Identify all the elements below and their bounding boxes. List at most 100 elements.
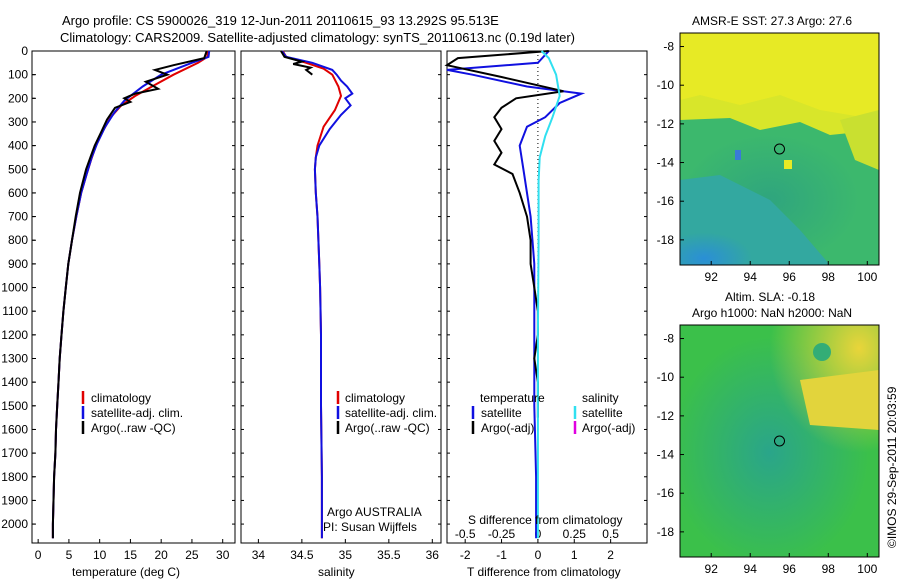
depth-tick-label: 1300 — [1, 352, 28, 366]
lat-tick-label: -14 — [657, 156, 675, 170]
difference-legend: temperature satellite Argo(-adj) salinit… — [471, 391, 635, 435]
x-tick-label: 25 — [185, 548, 199, 562]
x-tick-label: 10 — [93, 548, 107, 562]
lat-tick-label: -8 — [663, 40, 674, 54]
sst-map-yellow-speck — [784, 160, 792, 169]
salinity-legend: climatology satellite-adj. clim. Argo(..… — [336, 391, 437, 435]
series-satellite-adj-clim- — [51, 50, 211, 539]
legend-label-satellite: satellite-adj. clim. — [345, 406, 437, 420]
depth-tick-label: 100 — [8, 68, 28, 82]
s-tick-label: -0.25 — [488, 527, 516, 541]
series-climatology — [281, 50, 343, 539]
x-tick-label: 5 — [66, 548, 73, 562]
legend-label-argo: Argo(..raw -QC) — [345, 421, 430, 435]
lon-tick-label: 94 — [744, 270, 758, 284]
s-tick-label: 0.25 — [563, 527, 587, 541]
legend-label-sal-argo: Argo(-adj) — [582, 421, 635, 435]
x-tick-label: 35 — [339, 548, 353, 562]
sst-map-blue-corner — [680, 200, 800, 265]
sla-map-yellow-right — [800, 370, 879, 430]
depth-tick-label: 1700 — [1, 446, 28, 460]
x-tick-label: 20 — [155, 548, 169, 562]
lon-tick-label: 92 — [705, 270, 719, 284]
sst-map — [679, 32, 880, 266]
series-temperature-argo-adj- — [444, 50, 564, 418]
legend-label-temp-argo: Argo(-adj) — [481, 421, 534, 435]
depth-tick-label: 600 — [8, 186, 28, 200]
difference-axis: -2 -1 0 1 2-0.5 -0.25 0 0.25 0.5 — [447, 50, 647, 562]
depth-tick-label: 900 — [8, 257, 28, 271]
x-tick-label: 0 — [35, 548, 42, 562]
depth-axis: 0 100 200 300 400 500 600 700 800 900 1000 1100 1200… — [1, 44, 36, 531]
salinity-series-group — [280, 50, 354, 539]
lon-tick-label: 94 — [744, 562, 758, 576]
salinity-panel-frame — [240, 50, 442, 544]
figure-title-line1: Argo profile: CS 5900026_319 12-Jun-2011… — [62, 13, 499, 28]
sla-map-yellow-corner — [680, 325, 879, 557]
depth-tick-label: 1600 — [1, 422, 28, 436]
difference-s-title: S difference from climatology — [468, 513, 623, 527]
depth-tick-label: 1000 — [1, 281, 28, 295]
sla-map — [679, 324, 880, 558]
x-tick-label: 30 — [216, 548, 230, 562]
depth-tick-label: 1800 — [1, 470, 28, 484]
lon-tick-label: 100 — [857, 562, 877, 576]
sla-map-blob — [813, 343, 831, 361]
temperature-x-label: temperature (deg C) — [72, 565, 180, 579]
x-tick-label: 2 — [607, 548, 614, 562]
difference-series-group — [444, 50, 586, 539]
legend-label-argo: Argo(..raw -QC) — [91, 421, 176, 435]
sla-map-title-line1: Altim. SLA: -0.18 — [725, 290, 815, 304]
series-argo-raw-qc- — [280, 50, 314, 76]
lon-tick-label: 100 — [857, 270, 877, 284]
depth-tick-label: 1900 — [1, 493, 28, 507]
series-temperature-satellite — [446, 50, 586, 539]
sst-map-warm-patch — [680, 33, 879, 120]
sst-argo-marker — [774, 143, 785, 155]
x-tick-label: 15 — [124, 548, 138, 562]
x-tick-label: 0 — [535, 548, 542, 562]
x-tick-label: -1 — [496, 548, 507, 562]
lon-tick-label: 98 — [822, 270, 836, 284]
depth-tick-label: 400 — [8, 139, 28, 153]
temperature-legend: climatology satellite-adj. clim. Argo(..… — [81, 391, 183, 435]
sst-map-frame — [679, 32, 880, 266]
x-tick-label: 34.5 — [290, 548, 314, 562]
series-salinity-satellite — [536, 50, 561, 539]
lat-tick-label: -12 — [657, 117, 675, 131]
x-tick-label: 35.5 — [377, 548, 401, 562]
x-tick-label: 34 — [252, 548, 266, 562]
argo-pi-annotation: PI: Susan Wijffels — [323, 520, 417, 534]
lat-tick-label: -14 — [657, 448, 675, 462]
depth-tick-label: 500 — [8, 162, 28, 176]
x-tick-label: -2 — [460, 548, 471, 562]
legend-label-climatology: climatology — [91, 391, 151, 405]
depth-tick-label: 1400 — [1, 375, 28, 389]
lat-tick-label: -16 — [657, 486, 675, 500]
lat-tick-label: -16 — [657, 194, 675, 208]
sst-map-axes: 92 94 96 98 100 -8 -10 -12 -14 -16 -18 — [657, 40, 878, 284]
sst-map-blue-speck — [735, 150, 741, 160]
depth-tick-label: 700 — [8, 210, 28, 224]
depth-tick-label: 2000 — [1, 517, 28, 531]
lon-tick-label: 96 — [783, 562, 797, 576]
series-climatology — [51, 50, 209, 539]
lon-tick-label: 92 — [705, 562, 719, 576]
lat-tick-label: -12 — [657, 409, 675, 423]
legend-label-sal-satellite: satellite — [582, 406, 623, 420]
sst-map-title: AMSR-E SST: 27.3 Argo: 27.6 — [692, 14, 852, 28]
legend-label-climatology: climatology — [345, 391, 405, 405]
imos-credit: ©IMOS 29-Sep-2011 20:03:59 — [885, 386, 899, 548]
salinity-x-label: salinity — [318, 565, 355, 579]
series-argo-raw-qc- — [51, 50, 208, 539]
legend-heading-salinity: salinity — [582, 391, 619, 405]
argo-center-annotation: Argo AUSTRALIA — [327, 505, 422, 519]
sst-map-yellow-right — [840, 110, 879, 170]
salinity-axis: 34 34.5 35 35.5 36 — [241, 50, 441, 562]
depth-tick-label: 200 — [8, 91, 28, 105]
figure-title-line2: Climatology: CARS2009. Satellite-adjuste… — [60, 30, 575, 45]
difference-panel-frame — [446, 50, 648, 544]
lat-tick-label: -8 — [663, 332, 674, 346]
depth-tick-label: 300 — [8, 115, 28, 129]
